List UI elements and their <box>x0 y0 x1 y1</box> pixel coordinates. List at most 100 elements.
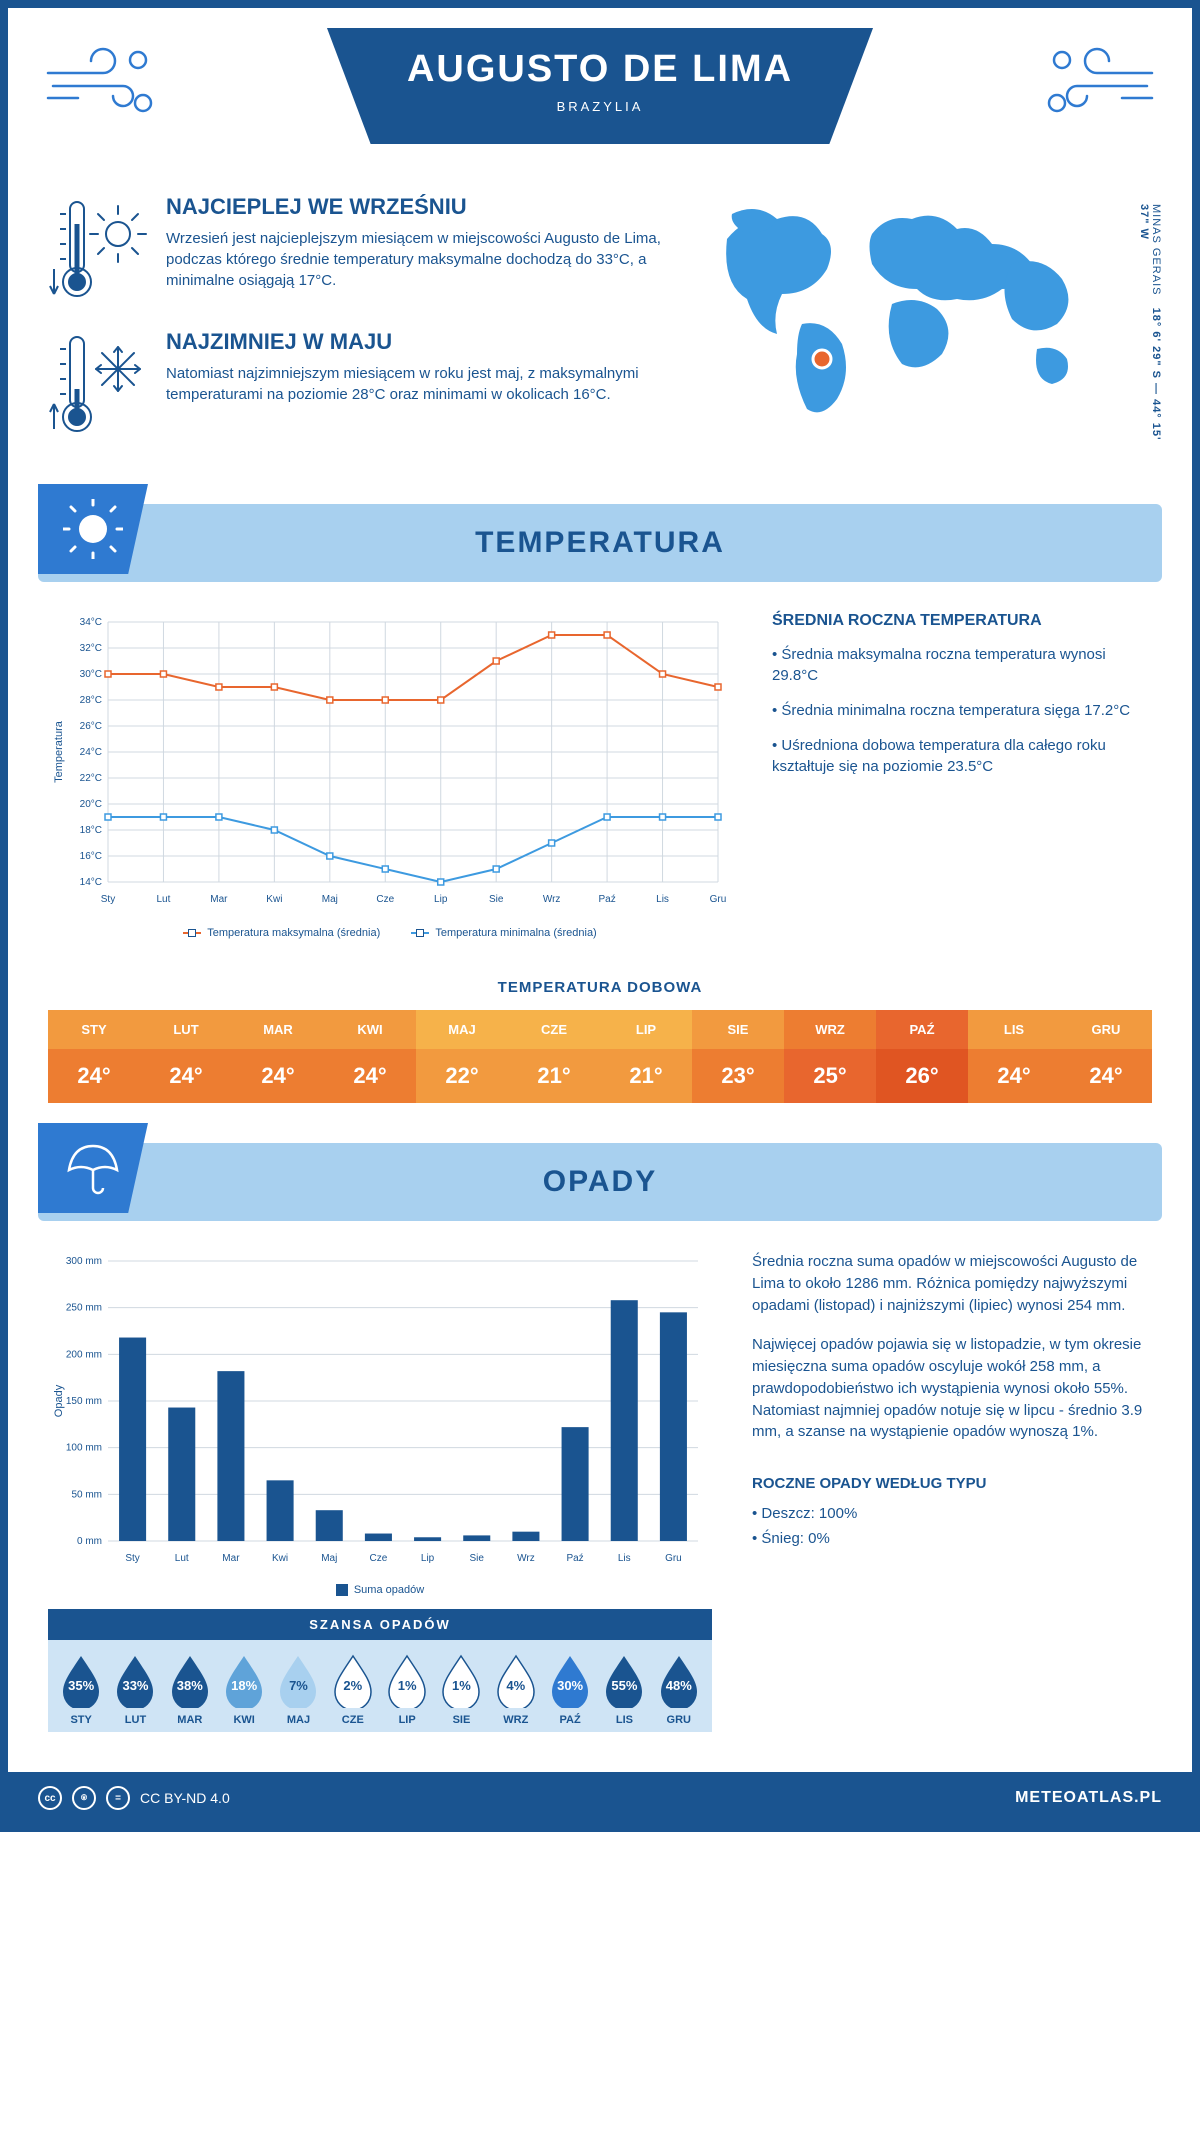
svg-text:Lis: Lis <box>618 1553 631 1564</box>
svg-text:30°C: 30°C <box>80 669 102 680</box>
svg-text:Maj: Maj <box>321 1553 337 1564</box>
svg-text:Sty: Sty <box>125 1553 139 1564</box>
coldest-title: NAJZIMNIEJ W MAJU <box>166 329 662 355</box>
svg-text:Opady: Opady <box>53 1384 65 1417</box>
wind-icon <box>1037 38 1157 128</box>
chance-cell: 1% LIP <box>380 1654 434 1726</box>
chance-cell: 2% CZE <box>326 1654 380 1726</box>
svg-text:Paź: Paź <box>566 1553 583 1564</box>
world-map: MINAS GERAIS 18° 6' 29" S — 44° 15' 37" … <box>692 194 1152 464</box>
svg-text:0 mm: 0 mm <box>77 1536 102 1547</box>
svg-text:250 mm: 250 mm <box>66 1303 102 1314</box>
svg-text:150 mm: 150 mm <box>66 1396 102 1407</box>
svg-text:100 mm: 100 mm <box>66 1443 102 1454</box>
temperature-summary: ŚREDNIA ROCZNA TEMPERATURA • Średnia mak… <box>772 612 1152 939</box>
svg-text:300 mm: 300 mm <box>66 1256 102 1267</box>
svg-text:Lis: Lis <box>656 894 669 905</box>
daily-cell: LIS 24° <box>968 1010 1060 1103</box>
precip-legend: Suma opadów <box>48 1584 712 1599</box>
svg-text:Gru: Gru <box>665 1553 682 1564</box>
daily-cell: STY 24° <box>48 1010 140 1103</box>
sun-icon <box>63 499 123 559</box>
annual-bullet: • Średnia maksymalna roczna temperatura … <box>772 644 1152 686</box>
svg-text:Wrz: Wrz <box>517 1553 535 1564</box>
precip-type: • Śnieg: 0% <box>752 1528 1152 1550</box>
chance-cell: 18% KWI <box>217 1654 271 1726</box>
svg-text:28°C: 28°C <box>80 695 102 706</box>
coldest-block: NAJZIMNIEJ W MAJU Natomiast najzimniejsz… <box>48 329 662 439</box>
svg-text:200 mm: 200 mm <box>66 1349 102 1360</box>
svg-text:Sie: Sie <box>470 1553 485 1564</box>
precip-types-title: ROCZNE OPADY WEDŁUG TYPU <box>752 1473 1152 1495</box>
by-icon: ⍟ <box>72 1786 96 1810</box>
title-banner: AUGUSTO DE LIMA BRAZYLIA <box>327 28 873 144</box>
svg-text:16°C: 16°C <box>80 851 102 862</box>
svg-text:Wrz: Wrz <box>543 894 561 905</box>
svg-text:Kwi: Kwi <box>266 894 282 905</box>
svg-text:50 mm: 50 mm <box>71 1489 102 1500</box>
svg-text:Cze: Cze <box>376 894 394 905</box>
temperature-line-chart: 14°C 16°C 18°C 20°C 22°C 24°C 26°C 28°C 30°C 32°C… <box>48 612 732 939</box>
svg-text:Kwi: Kwi <box>272 1553 288 1564</box>
chance-cell: 38% MAR <box>163 1654 217 1726</box>
svg-text:Sty: Sty <box>101 894 115 905</box>
precip-p2: Najwięcej opadów pojawia się w listopadz… <box>752 1334 1152 1443</box>
svg-text:Paź: Paź <box>598 894 615 905</box>
daily-cell: PAŹ 26° <box>876 1010 968 1103</box>
svg-text:14°C: 14°C <box>80 877 102 888</box>
thermometer-hot-icon <box>48 194 148 304</box>
umbrella-icon <box>63 1138 123 1198</box>
chance-cell: 35% STY <box>54 1654 108 1726</box>
precip-p1: Średnia roczna suma opadów w miejscowośc… <box>752 1251 1152 1316</box>
precip-chance-panel: SZANSA OPADÓW 35% STY 33% LUT 38% MAR <box>48 1609 712 1732</box>
svg-text:Mar: Mar <box>210 894 228 905</box>
svg-text:Temperatura: Temperatura <box>53 720 65 783</box>
chance-cell: 55% LIS <box>597 1654 651 1726</box>
cc-icon: cc <box>38 1786 62 1810</box>
daily-cell: GRU 24° <box>1060 1010 1152 1103</box>
warmest-title: NAJCIEPLEJ WE WRZEŚNIU <box>166 194 662 220</box>
annual-bullet: • Średnia minimalna roczna temperatura s… <box>772 700 1152 721</box>
svg-text:26°C: 26°C <box>80 721 102 732</box>
svg-text:Mar: Mar <box>222 1553 240 1564</box>
city-title: AUGUSTO DE LIMA <box>407 48 793 91</box>
precip-section-banner: OPADY <box>38 1143 1162 1221</box>
temperature-legend: Temperatura maksymalna (średnia) Tempera… <box>48 925 732 939</box>
daily-cell: WRZ 25° <box>784 1010 876 1103</box>
coordinates: MINAS GERAIS 18° 6' 29" S — 44° 15' 37" … <box>1138 204 1162 464</box>
svg-text:18°C: 18°C <box>80 825 102 836</box>
daily-cell: KWI 24° <box>324 1010 416 1103</box>
daily-cell: LIP 21° <box>600 1010 692 1103</box>
svg-text:Maj: Maj <box>322 894 338 905</box>
svg-text:20°C: 20°C <box>80 799 102 810</box>
svg-text:24°C: 24°C <box>80 747 102 758</box>
chance-cell: 33% LUT <box>108 1654 162 1726</box>
precipitation-bar-chart: 0 mm 50 mm 100 mm 150 mm 200 mm 250 mm 300 mm S… <box>48 1251 712 1752</box>
daily-temperature-table: STY 24° LUT 24° MAR 24° KWI 24° MAJ 22° … <box>48 1010 1152 1103</box>
footer: cc ⍟ = CC BY-ND 4.0 METEOATLAS.PL <box>8 1772 1192 1824</box>
coldest-body: Natomiast najzimniejszym miesiącem w rok… <box>166 363 662 405</box>
daily-cell: LUT 24° <box>140 1010 232 1103</box>
header: AUGUSTO DE LIMA BRAZYLIA <box>8 8 1192 184</box>
precip-type: • Deszcz: 100% <box>752 1503 1152 1525</box>
annual-temp-title: ŚREDNIA ROCZNA TEMPERATURA <box>772 612 1152 630</box>
warmest-body: Wrzesień jest najcieplejszym miesiącem w… <box>166 228 662 291</box>
svg-text:Cze: Cze <box>370 1553 388 1564</box>
country-subtitle: BRAZYLIA <box>407 99 793 114</box>
license-text: CC BY-ND 4.0 <box>140 1790 230 1806</box>
wind-icon <box>43 38 163 128</box>
daily-cell: SIE 23° <box>692 1010 784 1103</box>
svg-text:34°C: 34°C <box>80 617 102 628</box>
site-name: METEOATLAS.PL <box>1015 1789 1162 1807</box>
nd-icon: = <box>106 1786 130 1810</box>
thermometer-cold-icon <box>48 329 148 439</box>
intro-row: NAJCIEPLEJ WE WRZEŚNIU Wrzesień jest naj… <box>8 184 1192 494</box>
chance-title: SZANSA OPADÓW <box>48 1609 712 1640</box>
svg-text:32°C: 32°C <box>80 643 102 654</box>
svg-text:22°C: 22°C <box>80 773 102 784</box>
chance-cell: 7% MAJ <box>271 1654 325 1726</box>
temperature-section-banner: TEMPERATURA <box>38 504 1162 582</box>
daily-cell: CZE 21° <box>508 1010 600 1103</box>
warmest-block: NAJCIEPLEJ WE WRZEŚNIU Wrzesień jest naj… <box>48 194 662 304</box>
daily-cell: MAR 24° <box>232 1010 324 1103</box>
